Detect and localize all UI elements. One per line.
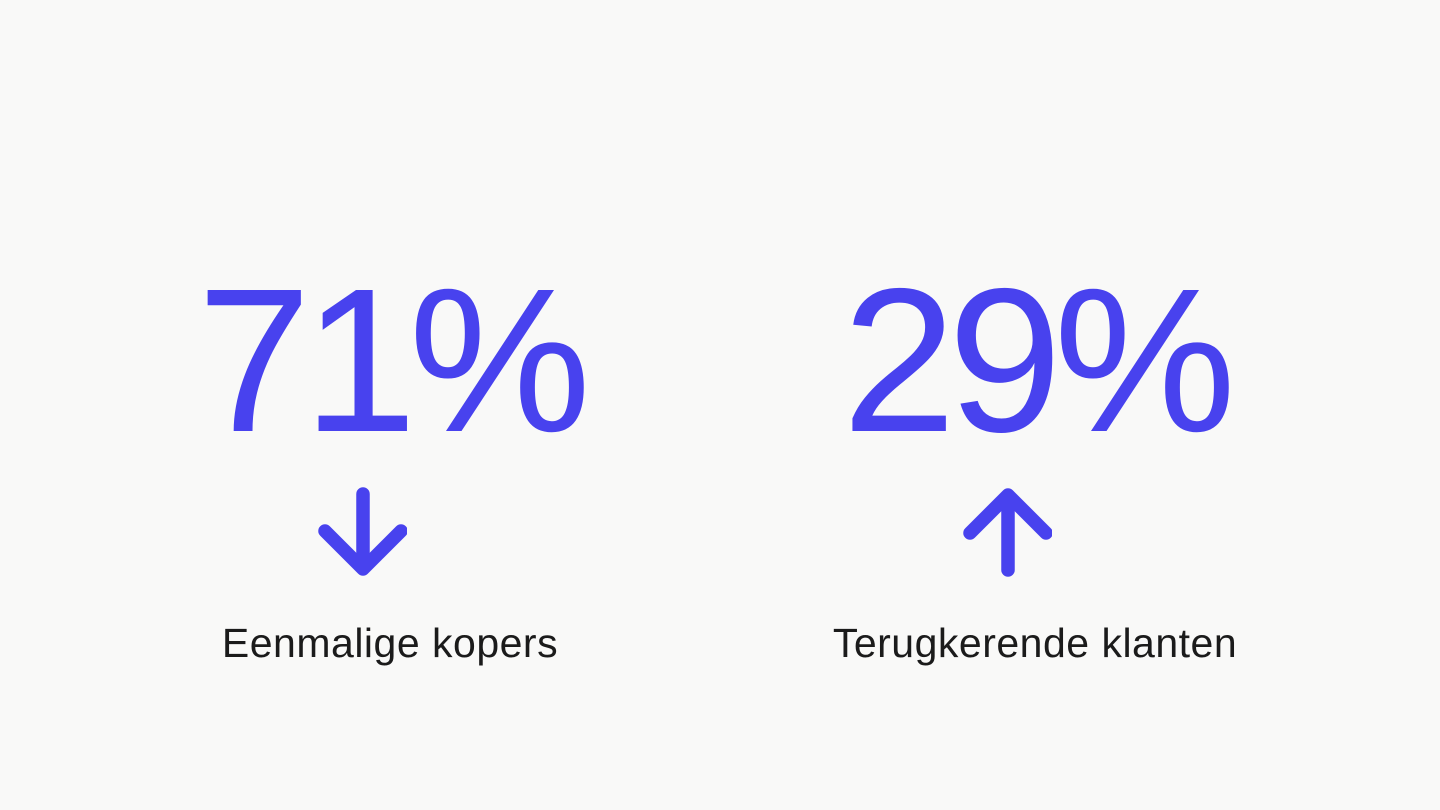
stat-value-one-time-buyers: 71% (197, 246, 591, 475)
stat-label-one-time-buyers: Eenmalige kopers (221, 620, 559, 666)
stat-one-time-buyers: 71% Eenmalige kopers (40, 0, 740, 668)
stat-label-returning-customers: Terugkerende klanten (832, 620, 1238, 666)
arrow-up-icon (962, 487, 1052, 577)
stat-value-returning-customers: 29% (842, 246, 1236, 475)
arrow-down-icon (317, 487, 407, 577)
stat-returning-customers: 29% Terugkerende klanten (685, 0, 1385, 668)
